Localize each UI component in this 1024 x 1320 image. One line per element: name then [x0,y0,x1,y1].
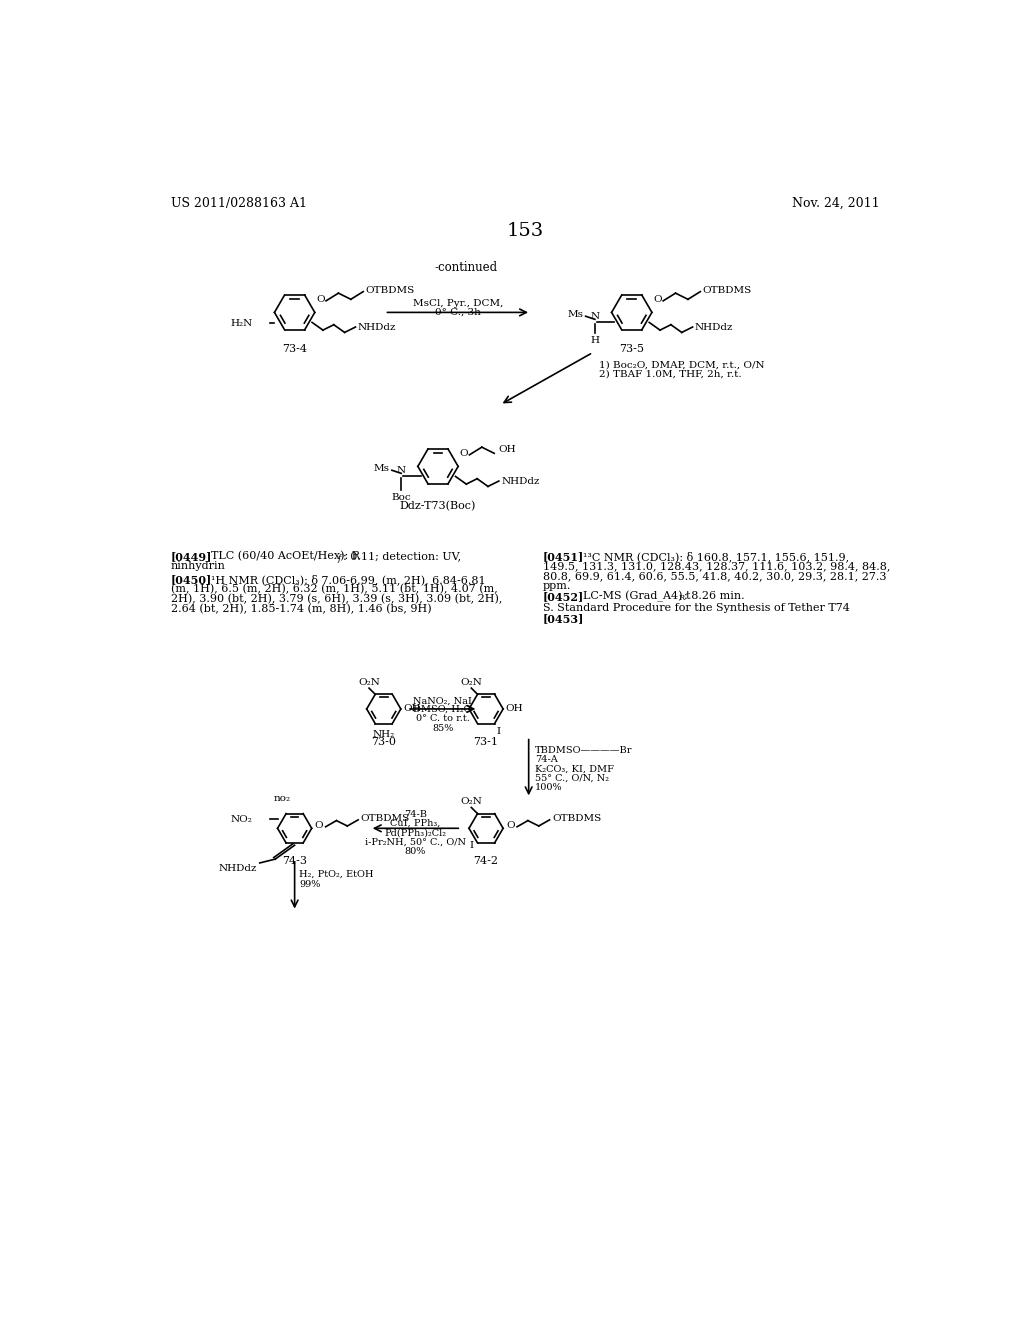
Text: H: H [591,337,599,346]
Text: NHDdz: NHDdz [219,865,257,874]
Text: O₂N: O₂N [461,677,482,686]
Text: 153: 153 [506,222,544,239]
Text: [0453]: [0453] [543,614,584,624]
Text: 74-2: 74-2 [473,857,499,866]
Text: 1) Boc₂O, DMAP, DCM, r.t., O/N: 1) Boc₂O, DMAP, DCM, r.t., O/N [599,360,765,370]
Text: 2) TBAF 1.0M, THF, 2h, r.t.: 2) TBAF 1.0M, THF, 2h, r.t. [599,370,741,379]
Text: O: O [506,821,515,830]
Text: NaNO₂, NaI: NaNO₂, NaI [414,697,472,706]
Text: 2H), 3.90 (bt, 2H), 3.79 (s, 6H), 3.39 (s, 3H), 3.09 (bt, 2H),: 2H), 3.90 (bt, 2H), 3.79 (s, 6H), 3.39 (… [171,594,502,605]
Text: OTBDMS: OTBDMS [366,285,415,294]
Text: 73-1: 73-1 [473,737,499,747]
Text: 0° C., 3h: 0° C., 3h [435,308,480,317]
Text: US 2011/0288163 A1: US 2011/0288163 A1 [171,197,306,210]
Text: 73-0: 73-0 [372,737,396,747]
Text: Ddz-T73(Boc): Ddz-T73(Boc) [399,502,476,511]
Text: 100%: 100% [535,783,562,792]
Text: NH₂: NH₂ [373,730,395,739]
Text: [0451]: [0451] [543,552,584,562]
Text: N: N [396,466,406,475]
Text: NHDdz: NHDdz [501,477,540,486]
Text: MsCl, Pyr., DCM,: MsCl, Pyr., DCM, [413,298,503,308]
Text: no₂: no₂ [273,793,291,803]
Text: 99%: 99% [299,880,321,888]
Text: 2.64 (bt, 2H), 1.85-1.74 (m, 8H), 1.46 (bs, 9H): 2.64 (bt, 2H), 1.85-1.74 (m, 8H), 1.46 (… [171,605,431,615]
Text: NO₂: NO₂ [230,814,253,824]
Text: ninhydrin: ninhydrin [171,561,225,572]
Text: 149.5, 131.3, 131.0, 128.43, 128.37, 111.6, 103.2, 98.4, 84.8,: 149.5, 131.3, 131.0, 128.43, 128.37, 111… [543,561,890,572]
Text: NHDdz: NHDdz [357,322,396,331]
Text: N: N [591,312,599,321]
Text: 73-4: 73-4 [283,345,307,354]
Text: LC-MS (Grad_A4) t: LC-MS (Grad_A4) t [583,591,690,602]
Text: 85%: 85% [432,723,454,733]
Text: O₂N: O₂N [461,797,482,807]
Text: H₂, PtO₂, EtOH: H₂, PtO₂, EtOH [299,870,374,879]
Text: OH: OH [498,445,516,454]
Text: O: O [314,821,324,830]
Text: O: O [460,449,468,458]
Text: i-Pr₂NH, 50° C., O/N: i-Pr₂NH, 50° C., O/N [365,838,466,846]
Text: Pd(PPh₃)₂Cl₂: Pd(PPh₃)₂Cl₂ [385,829,446,837]
Text: H₂N: H₂N [230,318,253,327]
Text: Nov. 24, 2011: Nov. 24, 2011 [793,197,880,210]
Text: [0450]: [0450] [171,574,212,585]
Text: I: I [470,841,474,850]
Text: ¹H NMR (CDCl₃): δ 7.06-6.99, (m, 2H), 6.84-6.81: ¹H NMR (CDCl₃): δ 7.06-6.99, (m, 2H), 6.… [211,574,485,585]
Text: OTBDMS: OTBDMS [552,814,601,822]
Text: Ms: Ms [567,310,584,319]
Text: ppm.: ppm. [543,581,571,591]
Text: 74-B: 74-B [404,810,427,818]
Text: 80%: 80% [404,847,426,855]
Text: K₂CO₃, KI, DMF: K₂CO₃, KI, DMF [535,764,613,774]
Text: : 8.26 min.: : 8.26 min. [684,591,745,601]
Text: ¹³C NMR (CDCl₃): δ 160.8, 157.1, 155.6, 151.9,: ¹³C NMR (CDCl₃): δ 160.8, 157.1, 155.6, … [583,552,849,562]
Text: OH: OH [403,705,421,713]
Text: OH: OH [506,705,523,713]
Text: 0° C. to r.t.: 0° C. to r.t. [416,714,470,723]
Text: [0449]: [0449] [171,552,212,562]
Text: O₂N: O₂N [358,677,380,686]
Text: 55° C., O/N, N₂: 55° C., O/N, N₂ [535,774,609,783]
Text: Boc: Boc [391,494,411,503]
Text: Ms: Ms [374,465,389,473]
Text: : 0.11; detection: UV,: : 0.11; detection: UV, [343,552,461,561]
Text: R: R [679,594,685,602]
Text: (m, 1H), 6.5 (m, 2H), 6.32 (m, 1H), 5.11 (bt, 1H), 4.07 (m,: (m, 1H), 6.5 (m, 2H), 6.32 (m, 1H), 5.11… [171,585,498,594]
Text: f: f [337,554,341,564]
Text: 74-3: 74-3 [283,857,307,866]
Text: I: I [497,727,501,737]
Text: OTBDMS: OTBDMS [702,285,752,294]
Text: 73-5: 73-5 [620,345,644,354]
Text: -continued: -continued [434,261,498,273]
Text: [0452]: [0452] [543,591,584,602]
Text: TLC (60/40 AcOEt/Hex): R: TLC (60/40 AcOEt/Hex): R [211,552,359,561]
Text: CuI, PPh₃,: CuI, PPh₃, [390,818,440,828]
Text: 80.8, 69.9, 61.4, 60.6, 55.5, 41.8, 40.2, 30.0, 29.3, 28.1, 27.3: 80.8, 69.9, 61.4, 60.6, 55.5, 41.8, 40.2… [543,572,886,581]
Text: O: O [653,294,662,304]
Text: NHDdz: NHDdz [695,322,733,331]
Text: O: O [316,294,325,304]
Text: S. Standard Procedure for the Synthesis of Tether T74: S. Standard Procedure for the Synthesis … [543,603,850,614]
Text: DMSO, H₂O: DMSO, H₂O [414,705,472,714]
Text: TBDMSO————Br: TBDMSO————Br [535,746,633,755]
Text: OTBDMS: OTBDMS [360,814,410,822]
Text: 74-A: 74-A [535,755,558,764]
